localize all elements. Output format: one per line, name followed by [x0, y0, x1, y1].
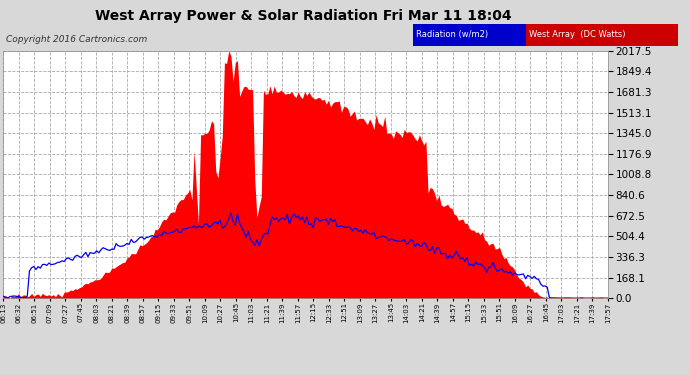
Text: Copyright 2016 Cartronics.com: Copyright 2016 Cartronics.com — [6, 34, 147, 44]
Text: West Array Power & Solar Radiation Fri Mar 11 18:04: West Array Power & Solar Radiation Fri M… — [95, 9, 512, 23]
Text: Radiation (w/m2): Radiation (w/m2) — [416, 30, 489, 39]
Text: West Array  (DC Watts): West Array (DC Watts) — [529, 30, 626, 39]
